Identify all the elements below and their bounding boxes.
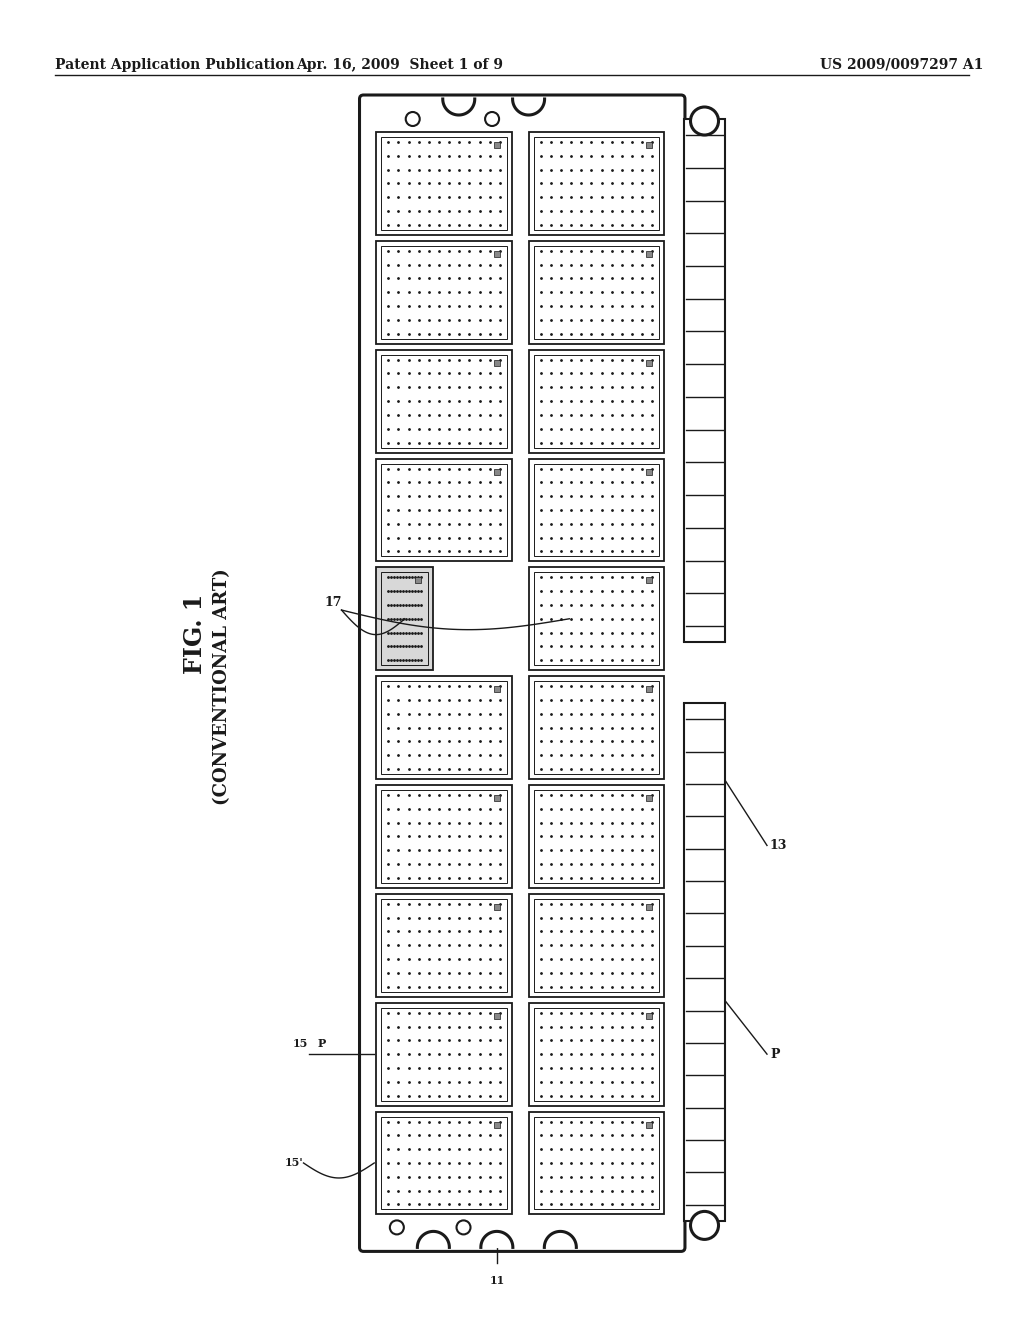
Bar bbox=[528, 894, 665, 997]
Text: 11: 11 bbox=[489, 1275, 505, 1287]
Bar bbox=[534, 681, 659, 774]
Text: Patent Application Publication: Patent Application Publication bbox=[55, 58, 295, 73]
Bar bbox=[534, 463, 659, 556]
Bar bbox=[528, 1003, 665, 1106]
Bar bbox=[494, 904, 500, 909]
Bar bbox=[376, 458, 512, 561]
Text: 15: 15 bbox=[293, 1038, 308, 1049]
Bar bbox=[534, 1117, 659, 1209]
Polygon shape bbox=[481, 1232, 513, 1247]
Bar bbox=[494, 795, 500, 801]
Circle shape bbox=[485, 112, 499, 125]
Bar bbox=[528, 568, 665, 671]
Bar bbox=[376, 350, 512, 453]
Circle shape bbox=[406, 112, 420, 125]
Text: P: P bbox=[770, 1048, 779, 1061]
Bar bbox=[494, 1122, 500, 1127]
Bar bbox=[646, 577, 652, 583]
Bar bbox=[534, 355, 659, 447]
Bar bbox=[528, 458, 665, 561]
Bar bbox=[376, 568, 433, 671]
Bar bbox=[528, 676, 665, 779]
Bar bbox=[381, 463, 507, 556]
Bar bbox=[528, 350, 665, 453]
Bar bbox=[415, 577, 421, 583]
Bar bbox=[376, 1111, 512, 1214]
Bar bbox=[681, 643, 728, 704]
Polygon shape bbox=[418, 1232, 450, 1247]
Bar bbox=[376, 1003, 512, 1106]
Bar bbox=[376, 785, 512, 888]
Bar bbox=[381, 137, 507, 230]
Text: US 2009/0097297 A1: US 2009/0097297 A1 bbox=[820, 58, 983, 73]
Bar bbox=[534, 1007, 659, 1101]
Bar bbox=[376, 894, 512, 997]
Bar bbox=[534, 137, 659, 230]
Bar bbox=[381, 791, 507, 883]
Bar bbox=[381, 573, 428, 665]
Text: 13: 13 bbox=[770, 840, 787, 851]
Text: Apr. 16, 2009  Sheet 1 of 9: Apr. 16, 2009 Sheet 1 of 9 bbox=[297, 58, 504, 73]
Polygon shape bbox=[545, 1232, 577, 1247]
Circle shape bbox=[390, 1221, 403, 1234]
Text: (CONVENTIONAL ART): (CONVENTIONAL ART) bbox=[213, 568, 231, 805]
Text: 15': 15' bbox=[285, 1158, 303, 1168]
Bar bbox=[528, 1111, 665, 1214]
Bar bbox=[528, 785, 665, 888]
Bar bbox=[534, 246, 659, 339]
Polygon shape bbox=[442, 99, 475, 115]
Bar bbox=[376, 240, 512, 343]
Bar bbox=[381, 681, 507, 774]
Bar bbox=[494, 359, 500, 366]
Bar bbox=[646, 1012, 652, 1019]
Bar bbox=[646, 143, 652, 148]
Bar bbox=[534, 899, 659, 991]
Bar bbox=[646, 359, 652, 366]
Bar bbox=[534, 573, 659, 665]
Bar bbox=[381, 1117, 507, 1209]
Bar bbox=[381, 899, 507, 991]
Bar bbox=[376, 132, 512, 235]
Bar bbox=[684, 119, 725, 1221]
Bar bbox=[494, 686, 500, 692]
Circle shape bbox=[690, 107, 719, 135]
Text: FIG. 1: FIG. 1 bbox=[183, 594, 207, 673]
Bar bbox=[646, 251, 652, 257]
Bar bbox=[494, 251, 500, 257]
Polygon shape bbox=[513, 99, 545, 115]
Bar bbox=[646, 686, 652, 692]
Bar bbox=[494, 143, 500, 148]
Bar bbox=[381, 355, 507, 447]
Bar bbox=[494, 469, 500, 474]
Bar bbox=[646, 795, 652, 801]
Bar bbox=[381, 246, 507, 339]
FancyBboxPatch shape bbox=[359, 95, 685, 1251]
Bar bbox=[646, 1122, 652, 1127]
Text: 17: 17 bbox=[324, 595, 342, 609]
Bar bbox=[528, 240, 665, 343]
Text: P: P bbox=[317, 1038, 326, 1049]
Bar bbox=[376, 676, 512, 779]
Bar bbox=[646, 469, 652, 474]
Bar bbox=[381, 1007, 507, 1101]
Bar bbox=[528, 132, 665, 235]
Circle shape bbox=[690, 1212, 719, 1239]
Bar bbox=[646, 904, 652, 909]
Bar bbox=[494, 1012, 500, 1019]
Bar bbox=[534, 791, 659, 883]
Circle shape bbox=[457, 1221, 470, 1234]
